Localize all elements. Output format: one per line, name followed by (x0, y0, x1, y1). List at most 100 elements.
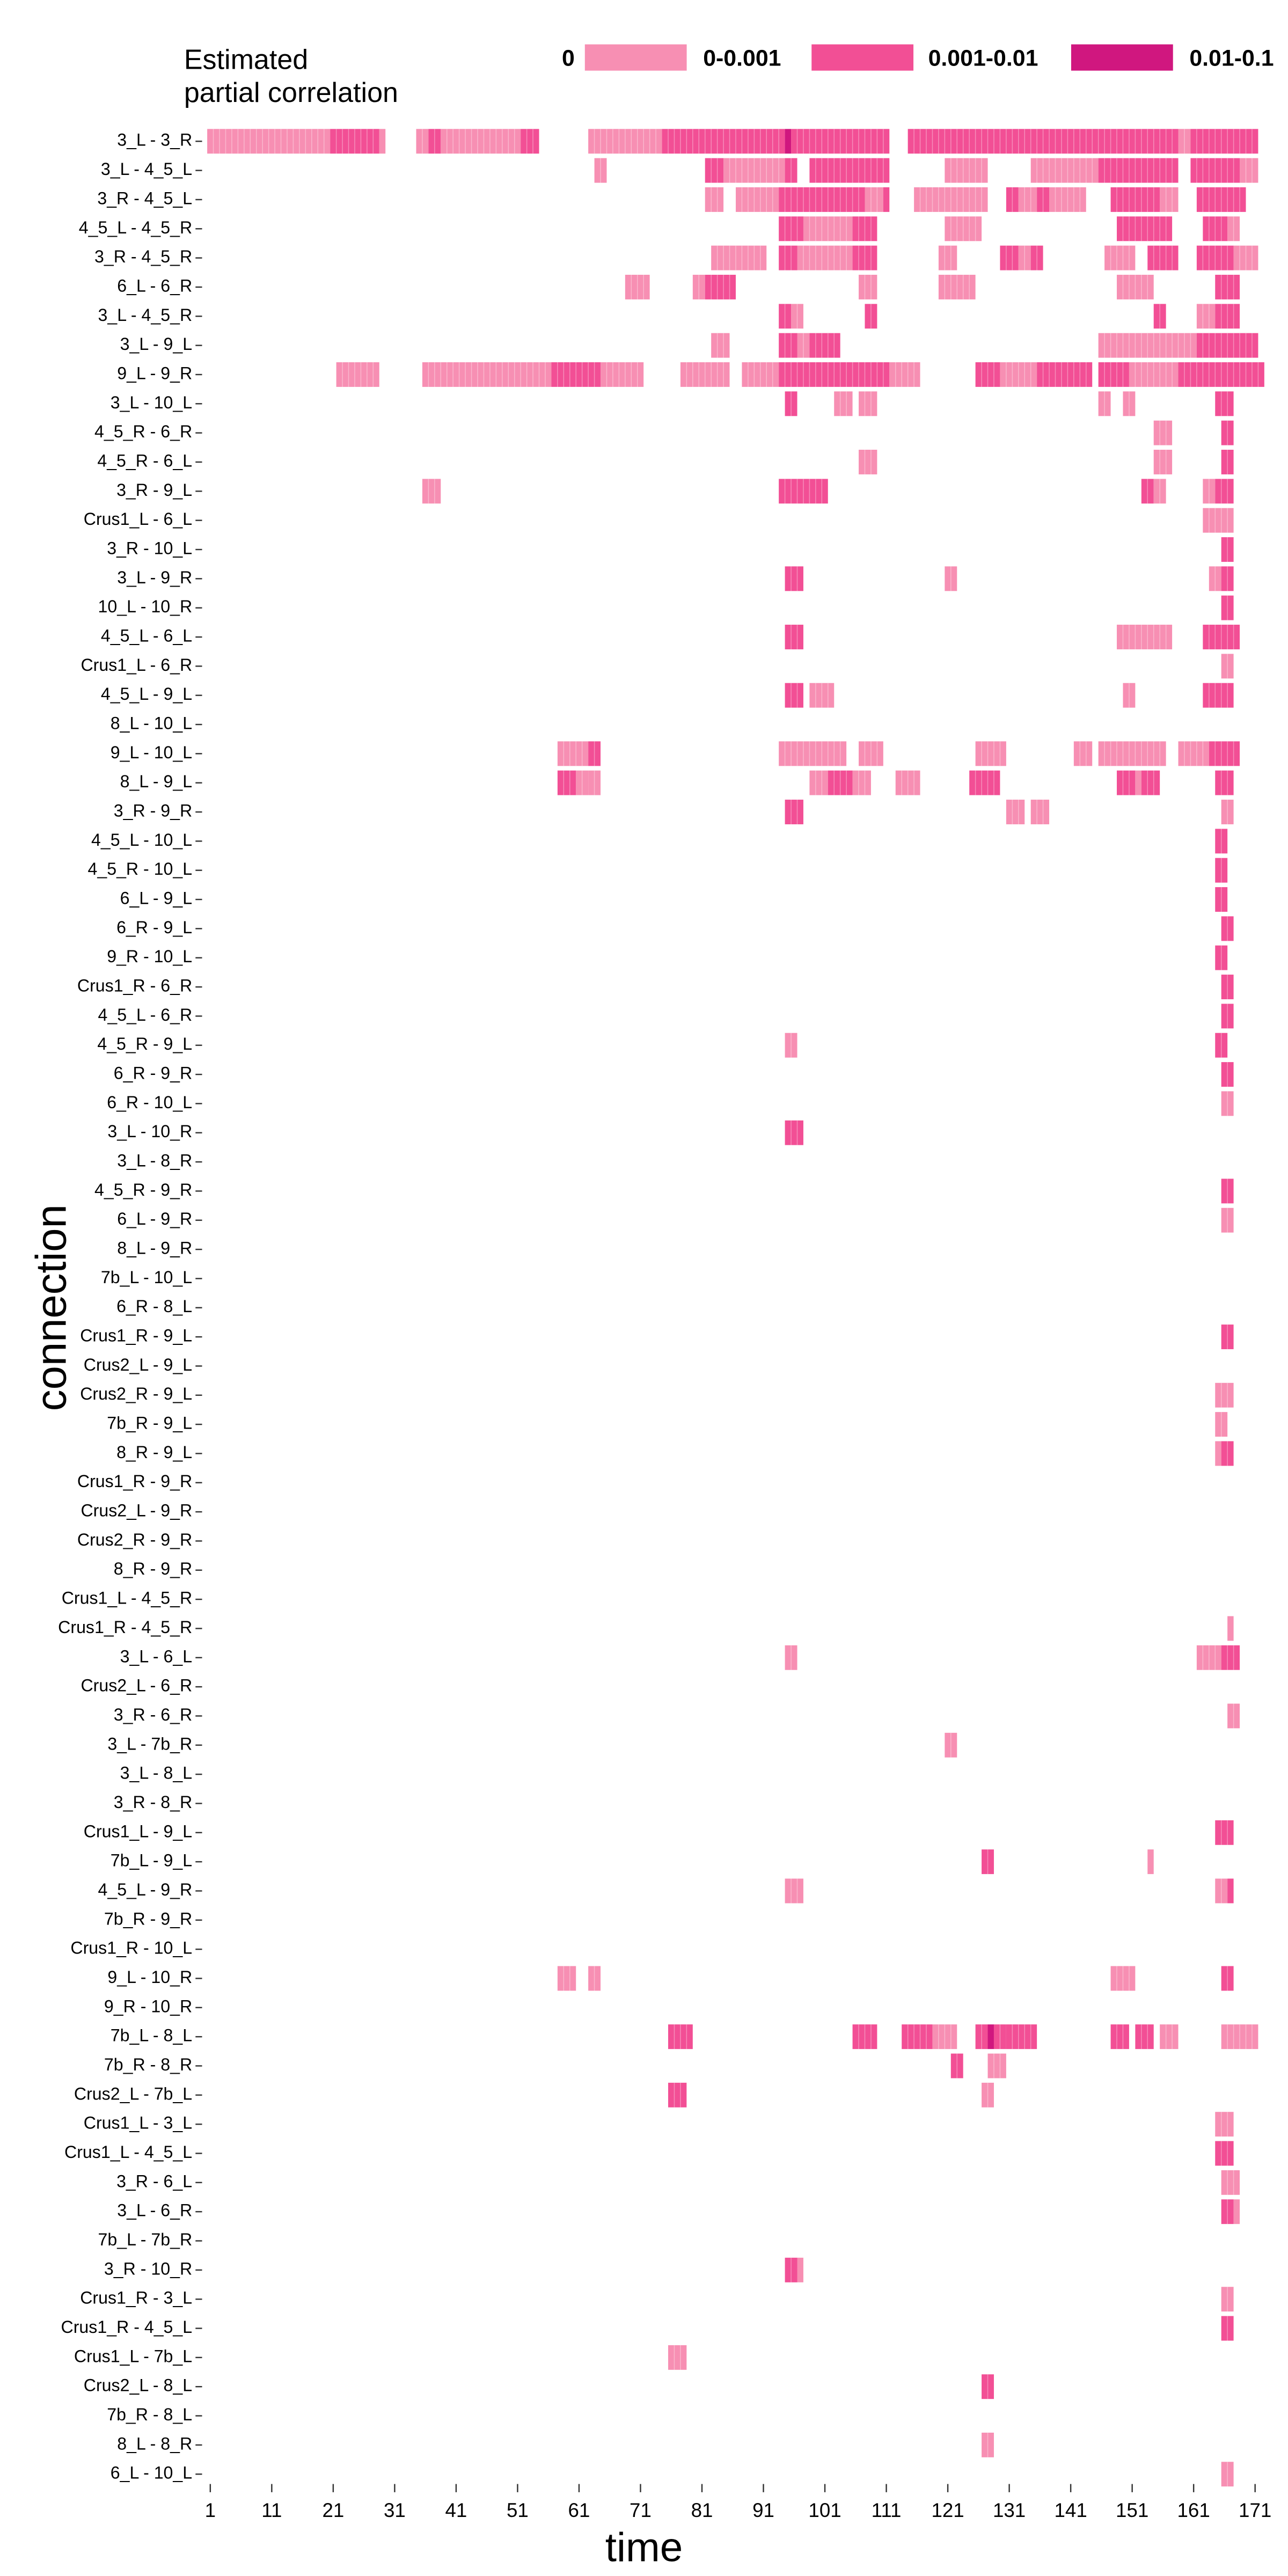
legend-swatch (584, 44, 687, 71)
y-tick-label: Crus1_R - 9_R (77, 1472, 192, 1491)
y-tick-label: 6_L - 9_R (117, 1209, 192, 1228)
cell-run (1000, 245, 1019, 270)
cell-run (336, 362, 379, 387)
cell-run (865, 187, 883, 212)
y-tick-label: 3_R - 6_R (114, 1705, 192, 1724)
y-tick-label: Crus1_R - 3_L (80, 2288, 192, 2308)
cell-run (557, 1966, 576, 1991)
legend-label: 0.01-0.1 (1189, 45, 1274, 71)
cell-run (987, 2053, 1006, 2079)
cell-run (809, 333, 840, 358)
y-tick-label: 7b_R - 9_R (104, 1909, 192, 1928)
cell-run (797, 2257, 803, 2282)
cell-run (588, 770, 601, 795)
legend-label: 0 (562, 45, 575, 71)
cell-run (1221, 2199, 1234, 2224)
cell-run (379, 129, 386, 154)
y-tick-label: 4_5_R - 9_L (97, 1034, 192, 1053)
cell-run (945, 216, 982, 241)
y-tick-label: 3_L - 7b_R (107, 1734, 192, 1753)
cell-run (1221, 800, 1234, 824)
cell-run (809, 158, 890, 183)
cell-run (1227, 216, 1240, 241)
cell-run (1221, 1324, 1234, 1350)
y-tick-label: Crus1_L - 6_L (84, 509, 192, 529)
cell-run (883, 187, 890, 212)
cell-run (1221, 1062, 1234, 1087)
cell-run (1190, 129, 1258, 154)
y-tick-label: 9_L - 10_R (107, 1967, 192, 1987)
y-tick-label: Crus2_L - 8_L (84, 2376, 192, 2395)
cell-run (1203, 508, 1234, 533)
cell-run (895, 770, 920, 795)
cell-run (1110, 2024, 1129, 2050)
cell-run (1209, 566, 1221, 591)
cell-run (1098, 158, 1179, 183)
y-tick-label: 7b_R - 9_L (107, 1414, 192, 1433)
cell-run (1030, 800, 1050, 824)
cell-run (1215, 2141, 1234, 2166)
cell-run (785, 2257, 797, 2282)
cell-run (938, 274, 976, 299)
x-tick-label: 61 (568, 2499, 590, 2521)
cell-run (785, 800, 803, 824)
cell-run (1215, 945, 1228, 970)
cell-run (668, 2024, 693, 2050)
cell-run (938, 245, 957, 270)
cell-run (1221, 2024, 1258, 2050)
cell-run (852, 245, 877, 270)
cell-run (982, 2432, 994, 2457)
cell-run (1178, 129, 1191, 154)
cell-run (1221, 916, 1234, 941)
cell-run (1215, 1412, 1228, 1437)
y-tick-label: Crus2_R - 9_L (80, 1384, 192, 1403)
cell-run (1178, 741, 1209, 766)
cell-run (1153, 479, 1166, 504)
y-tick-label: 3_L - 4_5_L (101, 159, 192, 179)
cell-run (779, 216, 803, 241)
cell-run (1147, 245, 1179, 270)
cell-run (1215, 1878, 1228, 1904)
cell-run (1209, 741, 1240, 766)
cell-run (1117, 625, 1173, 649)
y-tick-label: 3_L - 10_R (107, 1122, 192, 1141)
cell-run (1049, 187, 1086, 212)
y-tick-label: 3_R - 9_R (114, 801, 192, 820)
cell-run (859, 450, 877, 474)
y-tick-label: Crus2_L - 6_R (80, 1676, 192, 1695)
legend-label: 0.001-0.01 (928, 45, 1038, 71)
y-tick-label: 6_R - 9_R (114, 1064, 192, 1083)
cell-run (908, 129, 1179, 154)
cell-run (711, 245, 767, 270)
y-tick-label: 3_R - 6_L (116, 2171, 192, 2191)
cell-run (1215, 479, 1234, 504)
y-tick-label: 3_R - 4_5_L (97, 188, 192, 208)
cell-run (1135, 2024, 1154, 2050)
y-tick-label: Crus1_R - 10_L (70, 1938, 192, 1958)
cell-run (779, 187, 865, 212)
cell-run (1203, 625, 1240, 649)
cell-run (1006, 187, 1019, 212)
y-tick-label: 8_L - 8_R (117, 2434, 192, 2453)
y-tick-label: Crus1_L - 4_5_R (62, 1589, 192, 1608)
cell-run (551, 362, 601, 387)
y-tick-label: Crus1_R - 4_5_R (58, 1618, 192, 1637)
cell-run (1117, 770, 1136, 795)
x-tick-label: 121 (931, 2499, 964, 2521)
y-tick-label: 8_L - 9_L (120, 772, 193, 791)
y-tick-label: 8_R - 9_L (116, 1443, 192, 1462)
y-tick-label: 3_L - 4_5_R (98, 305, 193, 325)
cell-run (1117, 216, 1173, 241)
y-tick-label: 3_L - 6_L (120, 1646, 193, 1666)
cell-run (779, 245, 797, 270)
y-tick-label: 10_L - 10_R (98, 597, 193, 616)
cell-run (791, 304, 803, 329)
cell-run (1141, 770, 1160, 795)
cell-run (588, 741, 601, 766)
y-axis-title: connection (27, 1204, 75, 1411)
x-tick-label: 51 (507, 2499, 529, 2521)
y-tick-label: 3_L - 6_R (117, 2201, 192, 2220)
cell-run (1221, 975, 1234, 999)
cell-run (982, 2082, 994, 2107)
cell-run (1196, 245, 1234, 270)
